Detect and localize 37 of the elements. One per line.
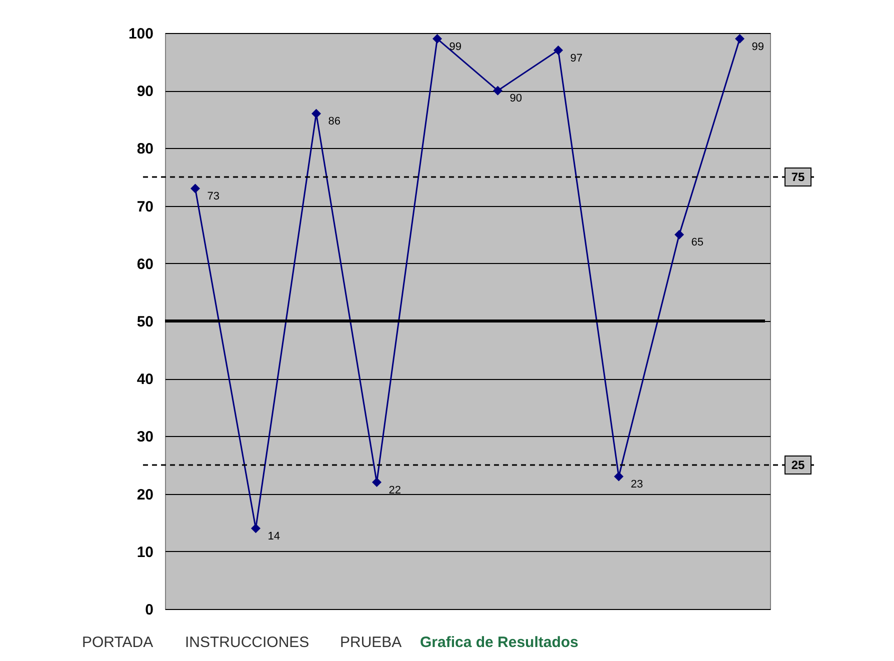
ref-line-label: 25 (791, 458, 805, 472)
point (251, 524, 260, 534)
data-label: 90 (510, 92, 522, 105)
point (674, 230, 684, 240)
data-label: 65 (691, 236, 704, 249)
point (372, 478, 382, 488)
data-label: 22 (388, 484, 401, 496)
point (493, 86, 502, 96)
y-tick-label: 10 (136, 544, 154, 561)
data-label: 97 (570, 52, 582, 64)
point (735, 34, 744, 44)
data-label: 14 (268, 530, 280, 542)
text: Grafica de Resultados (420, 634, 578, 651)
data-label: 73 (207, 190, 220, 203)
point (554, 46, 563, 56)
y-tick-label: 50 (136, 314, 154, 330)
data-label: 99 (752, 40, 764, 53)
y-tick-label: 20 (136, 486, 154, 504)
y-tick-label: 80 (136, 140, 154, 158)
data-label: 99 (449, 40, 462, 53)
y-tick-label: 0 (145, 602, 154, 618)
y-tick-label: 100 (128, 26, 154, 42)
ref-line-label: 75 (791, 170, 805, 184)
y-tick-label: 70 (136, 198, 154, 216)
point (614, 472, 624, 482)
text: PORTADA (82, 634, 154, 651)
point (432, 34, 442, 44)
y-tick-label: 60 (136, 256, 154, 273)
y-tick-label: 40 (136, 371, 154, 388)
data-label: 86 (328, 116, 340, 128)
text: PRUEBA (340, 634, 402, 651)
y-tick-label: 30 (136, 428, 154, 446)
point (190, 184, 200, 194)
point (312, 108, 321, 118)
data-label: 23 (630, 478, 643, 491)
y-tick-label: 90 (136, 83, 154, 100)
text: INSTRUCCIONES (185, 634, 310, 651)
